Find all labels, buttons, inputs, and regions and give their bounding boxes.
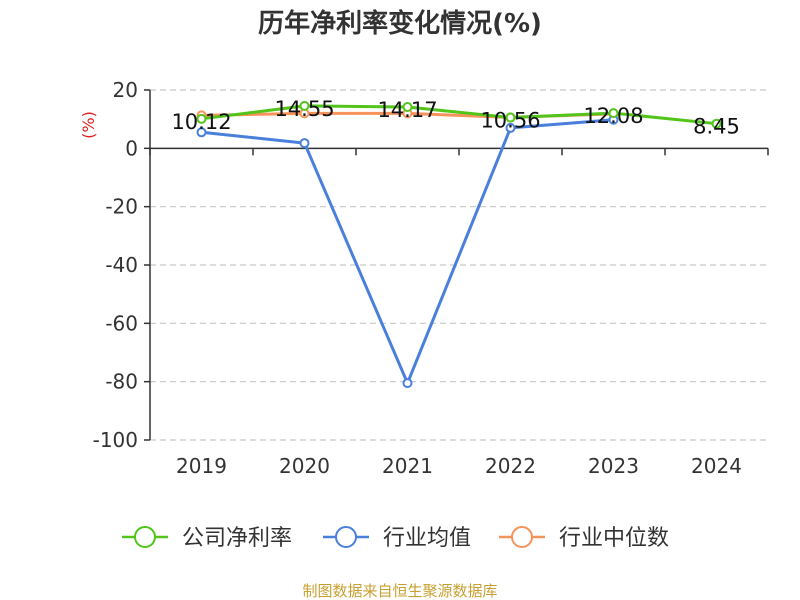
legend-item[interactable]: 行业均值 [323, 526, 471, 551]
data-point [196, 127, 207, 138]
data-point [505, 112, 516, 123]
data-label: 14.17 [377, 98, 437, 122]
x-tick-label: 2023 [588, 454, 639, 478]
data-point [299, 138, 310, 149]
legend-marker [335, 526, 357, 548]
legend-marker [511, 526, 533, 548]
legend-item[interactable]: 公司净利率 [122, 526, 292, 551]
y-tick-label: -40 [105, 253, 138, 277]
legend[interactable]: 公司净利率 行业均值 行业中位数 [122, 526, 669, 551]
data-point [402, 102, 413, 113]
y-axis-label: (%) [79, 111, 98, 139]
data-point [505, 122, 516, 133]
data-point [196, 113, 207, 124]
series-group [196, 100, 722, 389]
chart-title: 历年净利率变化情况(%) [258, 8, 542, 39]
series-line [201, 118, 614, 385]
x-tick-label: 2021 [382, 454, 433, 478]
data-labels: 10.12 14.55 14.17 10.56 12.08 8.45 [171, 97, 739, 139]
y-tick-label: -20 [105, 195, 138, 219]
y-tick-label: -80 [105, 370, 138, 394]
y-tick-label: -60 [105, 311, 138, 335]
x-tick-label: 2024 [691, 454, 742, 478]
x-tick-label: 2022 [485, 454, 536, 478]
axes: 20 0 -20 -40 -60 -80 -100 2019 2020 2021 2022 2023 2… [93, 78, 769, 478]
data-point [711, 118, 722, 129]
x-tick-label: 2020 [279, 454, 330, 478]
legend-marker [134, 526, 156, 548]
series-line [201, 104, 717, 126]
data-point [299, 100, 310, 111]
data-label: 8.45 [693, 115, 740, 139]
data-label: 10.56 [480, 109, 540, 133]
data-label: 10.12 [171, 110, 231, 134]
data-label: 12.08 [583, 104, 643, 128]
legend-item[interactable]: 行业中位数 [499, 526, 669, 551]
data-point [402, 378, 413, 389]
data-label: 14.55 [274, 97, 334, 121]
y-tick-label: 0 [125, 136, 138, 160]
y-tick-label: -100 [93, 428, 138, 452]
source-note: 制图数据来自恒生聚源数据库 [302, 582, 497, 600]
legend-label: 行业均值 [383, 526, 471, 551]
data-point [608, 108, 619, 119]
legend-label: 行业中位数 [559, 526, 669, 551]
grid [150, 89, 768, 441]
legend-label: 公司净利率 [182, 526, 292, 551]
x-tick-label: 2019 [176, 454, 227, 478]
y-tick-label: 20 [113, 78, 138, 102]
